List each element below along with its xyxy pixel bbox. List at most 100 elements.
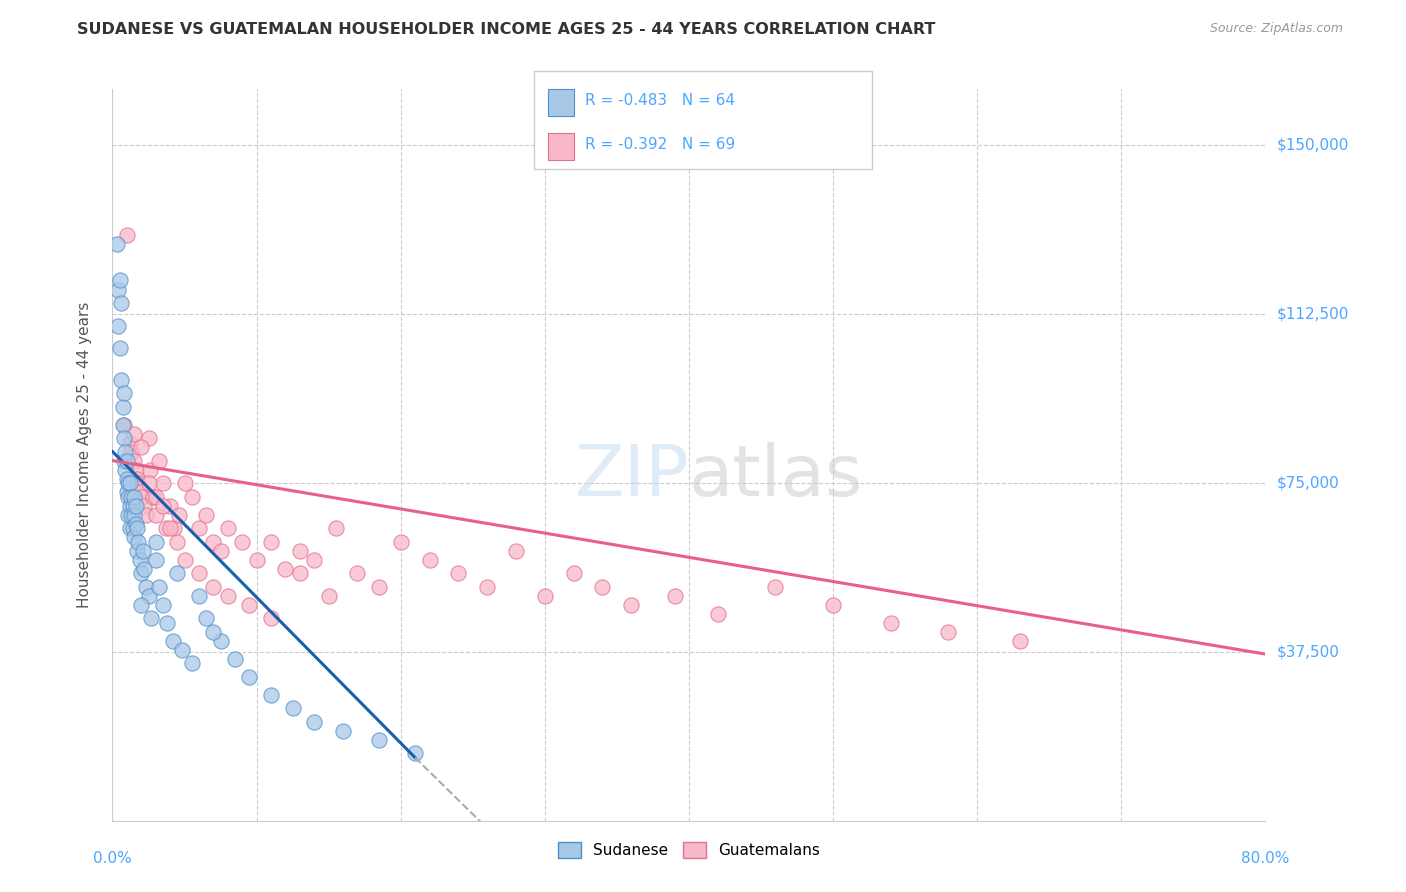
Point <box>180 656 202 670</box>
Point <box>114 444 136 458</box>
Point <box>129 440 153 454</box>
Text: SUDANESE VS GUATEMALAN HOUSEHOLDER INCOME AGES 25 - 44 YEARS CORRELATION CHART: SUDANESE VS GUATEMALAN HOUSEHOLDER INCOM… <box>77 22 936 37</box>
Point <box>107 283 129 297</box>
Point <box>155 521 177 535</box>
Point <box>110 372 132 386</box>
Point <box>238 598 260 612</box>
Point <box>138 431 160 445</box>
Point <box>121 521 143 535</box>
Point <box>274 561 297 575</box>
Point <box>138 476 160 491</box>
Point <box>112 431 135 445</box>
Point <box>115 453 138 467</box>
Point <box>419 552 441 566</box>
Point <box>111 400 134 414</box>
Point <box>166 534 188 549</box>
Text: 80.0%: 80.0% <box>1241 851 1289 866</box>
Point <box>209 633 232 648</box>
Point <box>134 499 156 513</box>
Point <box>141 611 163 625</box>
Point <box>389 534 412 549</box>
Point <box>332 723 354 738</box>
Point <box>148 453 170 467</box>
Point <box>117 476 139 491</box>
Point <box>505 543 527 558</box>
Point <box>107 318 129 333</box>
Point <box>880 615 903 630</box>
Point <box>1010 633 1032 648</box>
Point <box>121 499 143 513</box>
Point <box>145 534 167 549</box>
Point <box>288 543 311 558</box>
Point <box>148 580 170 594</box>
Point <box>224 651 246 665</box>
Point <box>124 499 146 513</box>
Point <box>122 453 145 467</box>
Point <box>217 521 239 535</box>
Text: atlas: atlas <box>689 442 863 511</box>
Point <box>304 714 326 729</box>
Point <box>132 543 155 558</box>
Point <box>166 566 188 580</box>
Point <box>325 521 347 535</box>
Point <box>108 273 131 287</box>
Point <box>138 589 160 603</box>
Point <box>592 580 614 594</box>
Point <box>122 426 145 441</box>
Point <box>304 552 326 566</box>
Point <box>108 341 131 355</box>
Point <box>112 386 135 401</box>
Point <box>122 530 145 544</box>
Point <box>120 490 142 504</box>
Point <box>122 490 145 504</box>
Point <box>110 296 132 310</box>
Point <box>475 580 499 594</box>
Point <box>129 490 153 504</box>
Point <box>117 508 139 522</box>
Point <box>127 534 149 549</box>
Point <box>159 499 181 513</box>
Point <box>238 670 260 684</box>
Point <box>936 624 959 639</box>
Point <box>195 508 218 522</box>
Point <box>118 499 141 513</box>
Point <box>142 490 165 504</box>
Point <box>202 624 225 639</box>
Point <box>246 552 269 566</box>
Point <box>202 534 225 549</box>
Point <box>195 611 218 625</box>
Point <box>163 521 186 535</box>
Point <box>368 732 391 747</box>
Point <box>120 444 142 458</box>
Point <box>318 589 340 603</box>
Point <box>129 566 153 580</box>
Point <box>562 566 585 580</box>
Point <box>120 508 142 522</box>
Point <box>128 485 150 500</box>
Point <box>180 490 202 504</box>
Point <box>152 598 174 612</box>
Point <box>188 566 211 580</box>
Point <box>111 417 134 432</box>
Point <box>231 534 253 549</box>
Text: $150,000: $150,000 <box>1277 138 1348 153</box>
Point <box>173 476 195 491</box>
Point <box>156 615 179 630</box>
Point <box>188 589 211 603</box>
Point <box>115 485 138 500</box>
Point <box>765 580 787 594</box>
Point <box>135 580 157 594</box>
Point <box>124 462 146 476</box>
Text: 0.0%: 0.0% <box>93 851 132 866</box>
Point <box>288 566 311 580</box>
Point <box>125 543 148 558</box>
Point <box>159 521 181 535</box>
Point <box>447 566 470 580</box>
Point <box>124 516 146 531</box>
Text: Source: ZipAtlas.com: Source: ZipAtlas.com <box>1209 22 1343 36</box>
Point <box>145 552 167 566</box>
Point <box>117 490 139 504</box>
Point <box>167 508 190 522</box>
Point <box>145 508 167 522</box>
Point <box>188 521 211 535</box>
